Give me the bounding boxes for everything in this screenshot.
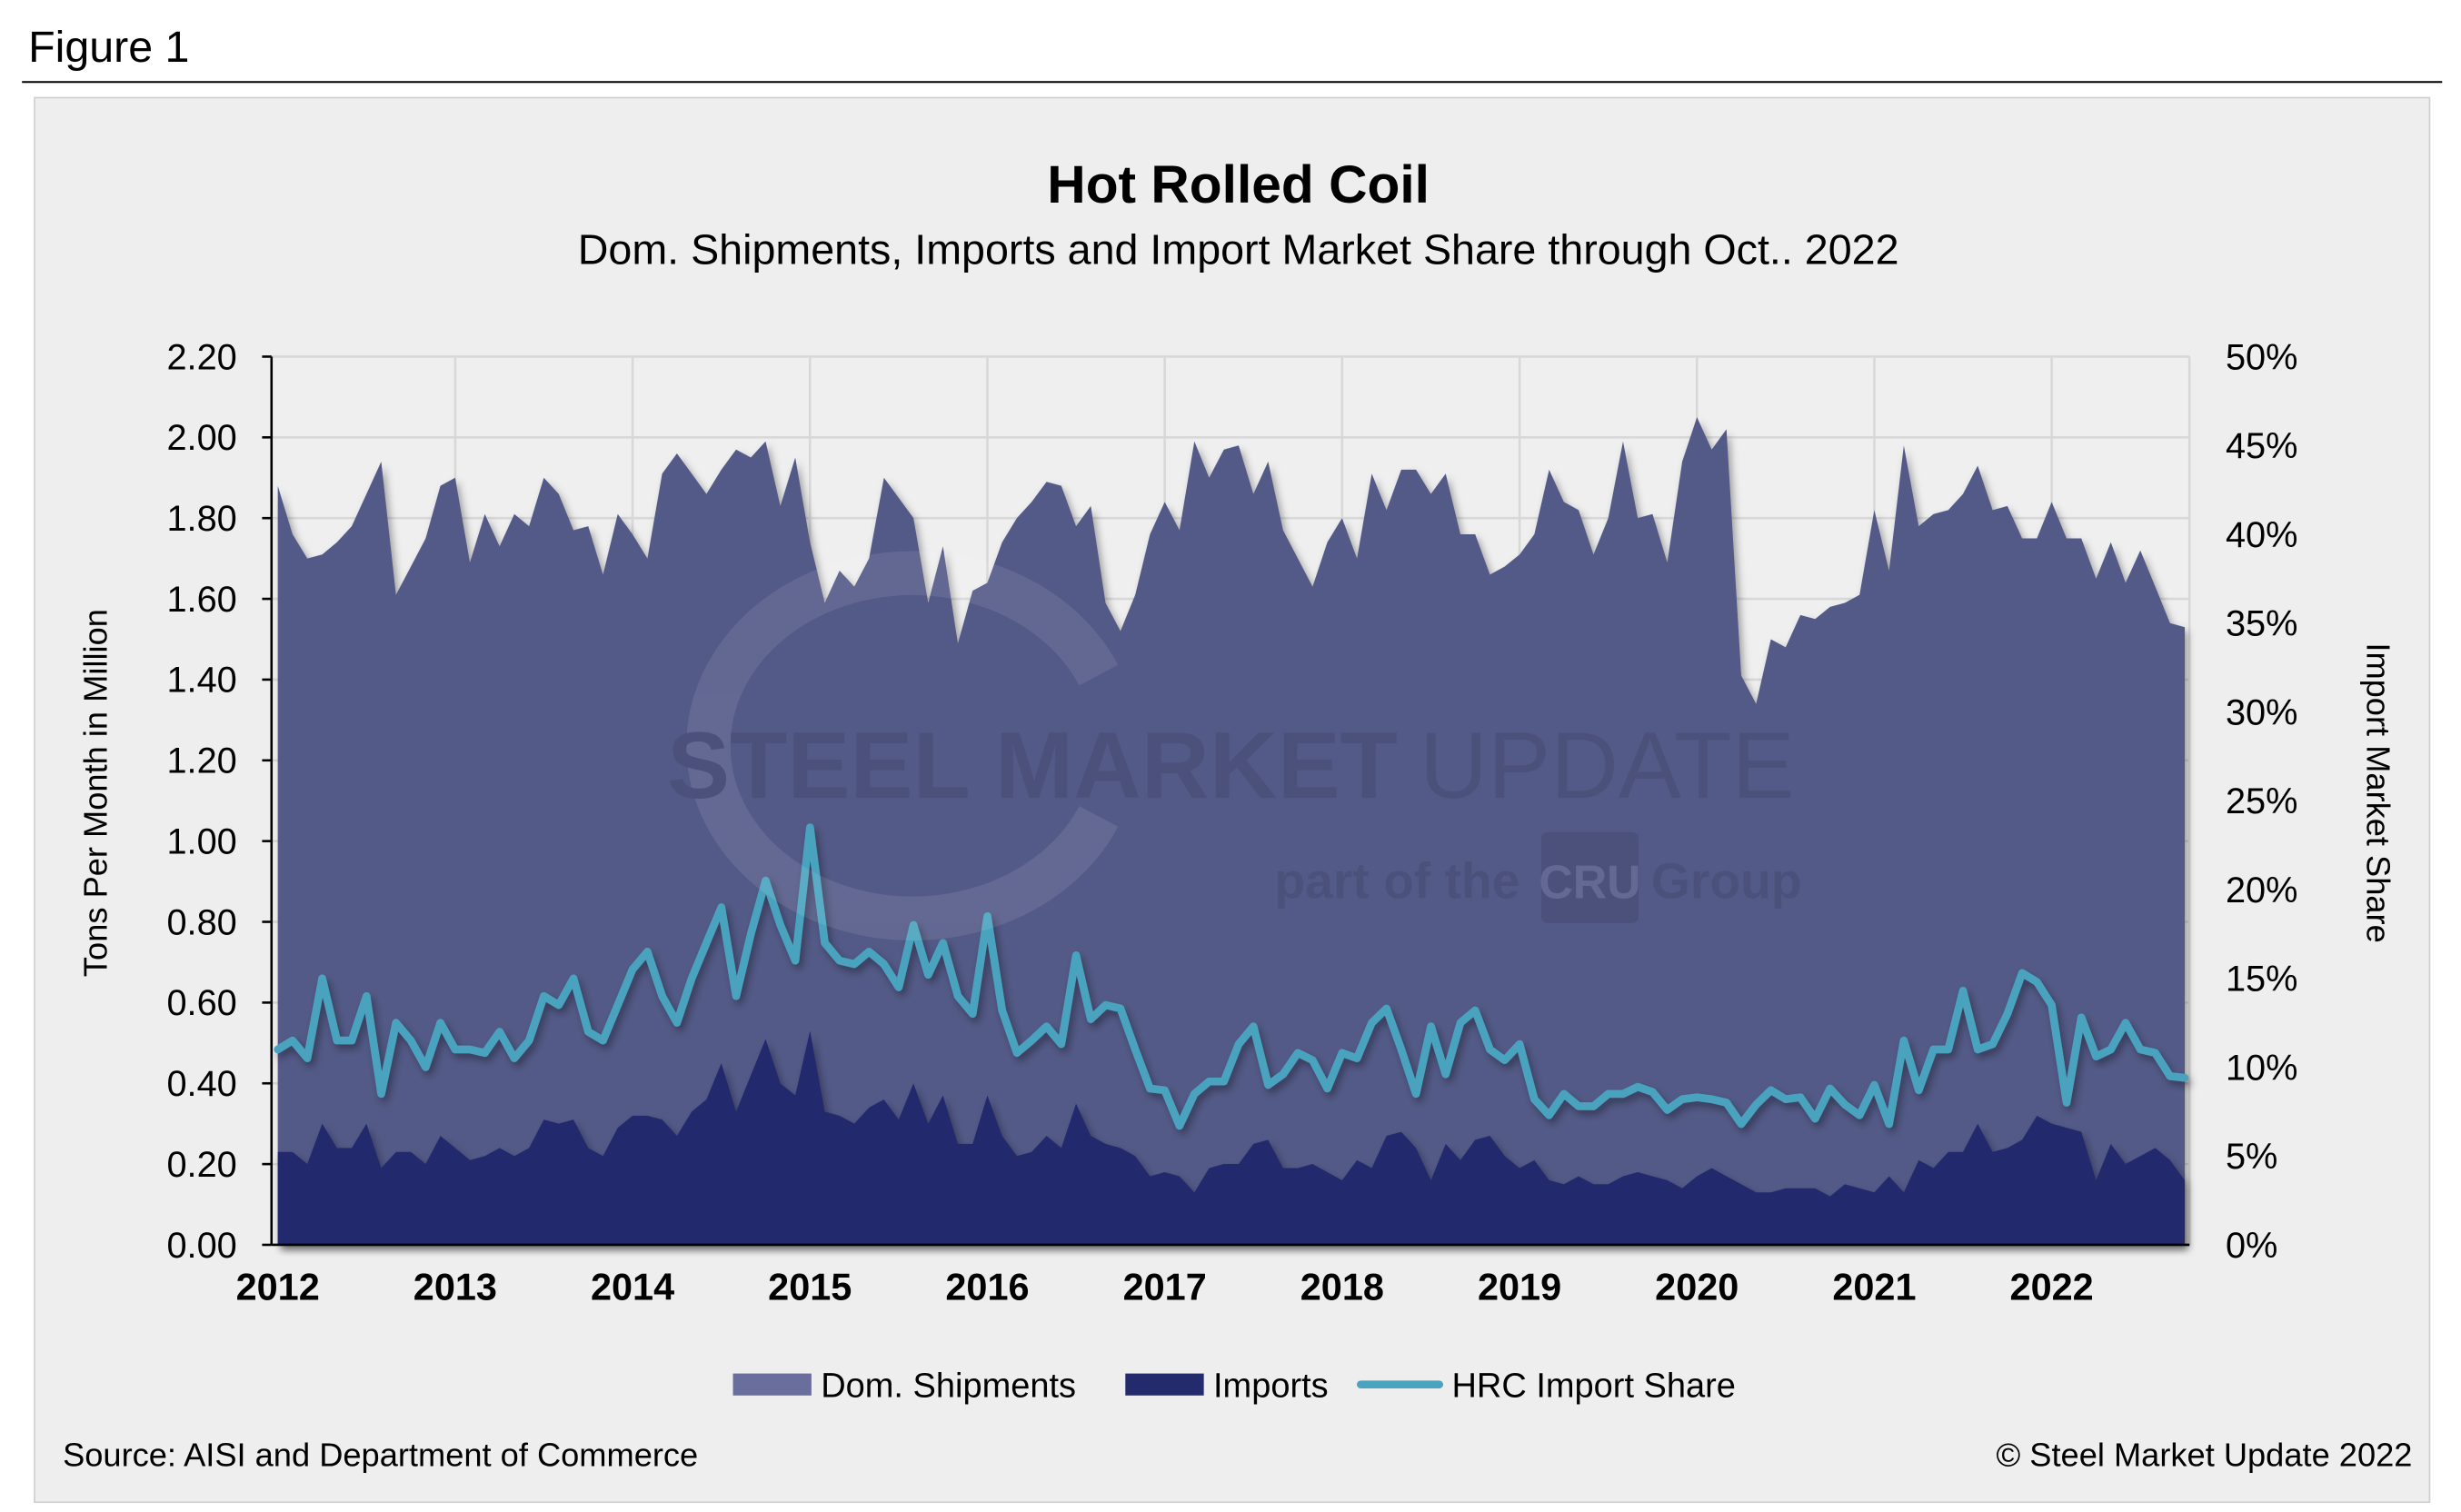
svg-text:CRU: CRU [1539,855,1640,908]
y2-tick-label: 25% [2226,781,2298,821]
y-tick-label: 2.20 [166,337,236,377]
y-tick-label: 0.00 [166,1226,236,1266]
area-dom-shipments [277,417,2186,1245]
y2-tick-label: 45% [2226,426,2298,466]
x-tick-label: 2019 [1478,1265,1561,1308]
x-tick-label: 2021 [1832,1265,1916,1308]
y-tick-label: 0.40 [166,1064,236,1104]
y-tick-label: 0.80 [166,902,236,942]
x-tick-label: 2015 [768,1265,852,1308]
x-tick-label: 2016 [945,1265,1029,1308]
x-tick-label: 2018 [1300,1265,1384,1308]
series-layer [274,417,2189,1245]
x-tick-label: 2022 [2010,1265,2094,1308]
legend-label-imports: Imports [1213,1367,1329,1405]
axes: 0.00 0.20 0.40 0.60 0.80 1.00 1.20 1.40 1.60 1.80… [166,337,2297,1308]
y2-tick-label: 5% [2226,1137,2277,1177]
y2-axis-label: Import Market Share [2359,642,2396,942]
y-tick-label: 1.20 [166,741,236,781]
y2-tick-label: 50% [2226,337,2298,377]
copyright-note: © Steel Market Update 2022 [1997,1436,2413,1473]
line-import-share [274,823,2189,1130]
svg-text:part of the: part of the [1274,852,1519,909]
y2-tick-label: 40% [2226,515,2298,555]
y2-tick-label: 35% [2226,604,2298,644]
y2-tick-label: 20% [2226,870,2298,910]
y-tick-label: 1.60 [166,580,236,620]
y-tick-label: 1.00 [166,821,236,861]
figure-label: Figure 1 [28,23,189,72]
y2-tick-label: 0% [2226,1226,2277,1266]
legend-label-dom-shipments: Dom. Shipments [821,1367,1076,1405]
x-tick-label: 2013 [413,1265,497,1308]
y-tick-label: 0.60 [166,983,236,1023]
y2-tick-label: 10% [2226,1048,2298,1088]
svg-text:Group: Group [1651,852,1802,909]
y-axis-label: Tons Per Month in Million [76,609,114,977]
legend: Dom. Shipments Imports HRC Import Share [732,1367,1736,1405]
x-tick-label: 2012 [236,1265,320,1308]
watermark: STEEL MARKET UPDATE part of the CRU Group [667,551,1802,940]
x-tick-label: 2017 [1123,1265,1207,1308]
x-tick-label: 2020 [1655,1265,1739,1308]
chart-title: Hot Rolled Coil [1047,155,1430,214]
y-tick-label: 2.00 [166,418,236,458]
y-tick-label: 1.40 [166,661,236,701]
source-note: Source: AISI and Department of Commerce [63,1436,698,1473]
y2-tick-label: 30% [2226,692,2298,732]
legend-swatch-imports [1125,1373,1204,1396]
y-tick-label: 1.80 [166,499,236,539]
legend-label-import-share: HRC Import Share [1452,1367,1736,1405]
area-imports [277,1030,2186,1245]
x-tick-label: 2014 [591,1265,674,1308]
y2-tick-label: 15% [2226,960,2298,1000]
chart-subtitle: Dom. Shipments, Imports and Import Marke… [578,226,1899,274]
y-tick-label: 0.20 [166,1145,236,1185]
legend-swatch-dom-shipments [732,1373,812,1396]
